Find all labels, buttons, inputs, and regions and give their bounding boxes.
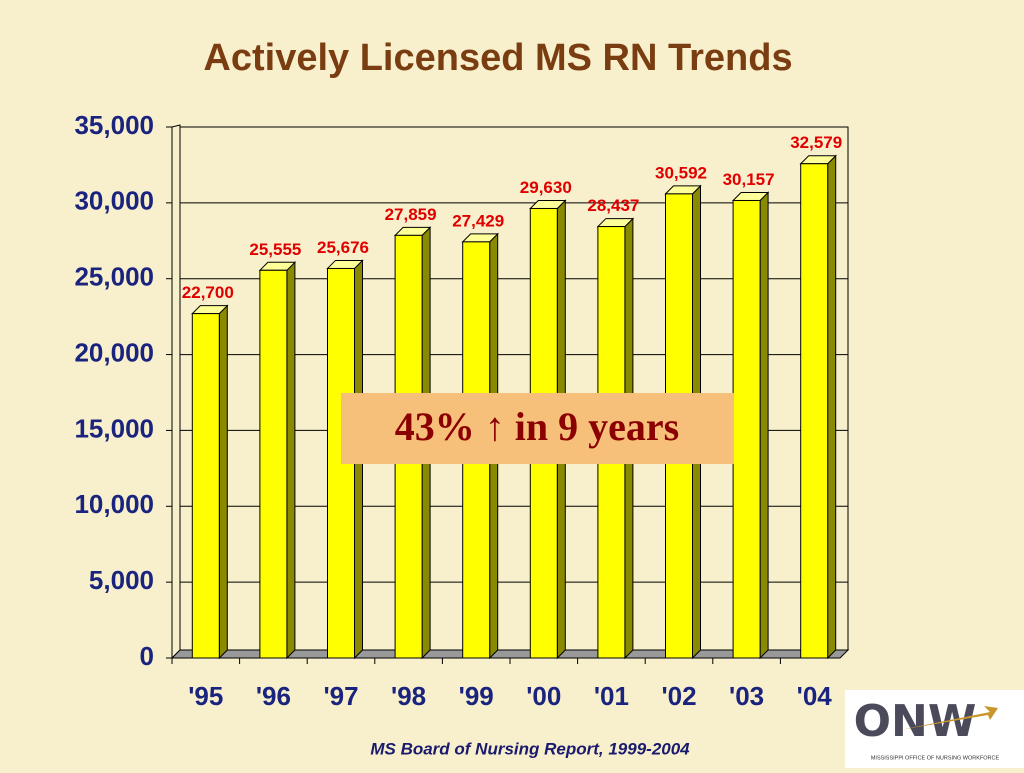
value-label: 28,437 — [587, 196, 639, 215]
value-label: 32,579 — [790, 133, 842, 152]
chart-title: Actively Licensed MS RN Trends — [203, 37, 792, 79]
x-tick-label: '95 — [188, 681, 223, 711]
value-label: 29,630 — [520, 178, 572, 197]
value-label: 27,859 — [385, 205, 437, 224]
value-label: 25,555 — [249, 240, 301, 259]
logo-arrow — [900, 706, 998, 730]
bar — [800, 163, 829, 659]
x-tick-label: '98 — [391, 681, 426, 711]
value-label: 22,700 — [182, 283, 234, 302]
logo-subtitle: MISSISSIPPI OFFICE OF NURSING WORKFORCE — [871, 755, 1000, 761]
value-label: 25,676 — [317, 238, 369, 257]
y-tick-label: 35,000 — [74, 110, 154, 140]
bar-side — [218, 304, 228, 660]
y-tick-label: 20,000 — [74, 337, 154, 367]
x-tick-label: '04 — [797, 681, 833, 711]
logo: ONW MISSISSIPPI OFFICE OF NURSING WORKFO… — [845, 690, 1024, 768]
y-tick-label: 5,000 — [89, 565, 154, 595]
logo-title: ONW — [854, 696, 977, 747]
bar — [732, 199, 761, 659]
value-label: 30,157 — [723, 170, 775, 189]
bar-side — [286, 261, 296, 660]
x-tick-label: '02 — [661, 681, 696, 711]
annotation: 43% ↑ in 9 years — [395, 404, 679, 449]
logo-box — [845, 690, 1024, 768]
y-tick-label: 0 — [140, 641, 154, 671]
x-tick-label: '97 — [323, 681, 358, 711]
y-tick-label: 25,000 — [74, 262, 154, 292]
y-tick-label: 10,000 — [74, 489, 154, 519]
left-wall — [171, 124, 181, 660]
x-tick-label: '03 — [729, 681, 764, 711]
y-tick-label: 15,000 — [74, 413, 154, 443]
bar-side — [759, 191, 769, 660]
x-tick-label: '99 — [459, 681, 494, 711]
x-tick-label: '96 — [256, 681, 291, 711]
y-tick-label: 30,000 — [74, 186, 154, 216]
x-tick-label: '01 — [594, 681, 629, 711]
x-tick-label: '00 — [526, 681, 561, 711]
annotation-box — [341, 393, 734, 464]
bar — [259, 269, 288, 659]
bar — [191, 313, 220, 659]
bar-side — [827, 154, 837, 660]
value-label: 30,592 — [655, 163, 707, 182]
source-note: MS Board of Nursing Report, 1999-2004 — [370, 739, 690, 758]
value-label: 27,429 — [452, 211, 504, 230]
